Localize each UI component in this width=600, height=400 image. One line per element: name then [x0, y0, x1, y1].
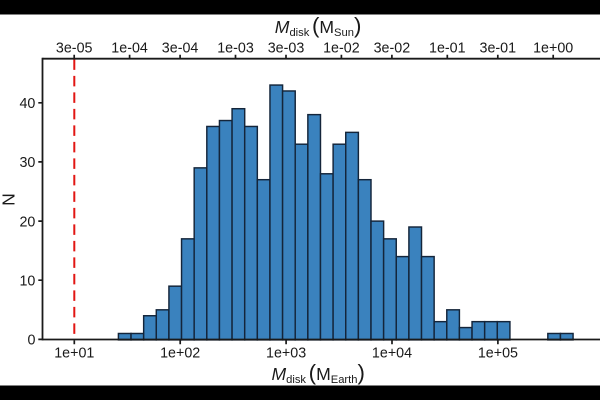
svg-text:0: 0 [27, 333, 35, 349]
svg-text:1e-03: 1e-03 [217, 40, 254, 56]
svg-text:1e+02: 1e+02 [160, 345, 200, 361]
svg-text:1e+01: 1e+01 [54, 345, 94, 361]
svg-text:Mdisk(MEarth): Mdisk (MEarth) [271, 360, 364, 386]
svg-text:3e-05: 3e-05 [56, 40, 93, 56]
svg-text:1e-04: 1e-04 [111, 40, 148, 56]
svg-text:10: 10 [19, 273, 35, 289]
svg-text:1e+04: 1e+04 [372, 345, 412, 361]
svg-text:30: 30 [19, 155, 35, 171]
svg-text:40: 40 [19, 96, 35, 112]
svg-text:20: 20 [19, 214, 35, 230]
svg-text:3e-01: 3e-01 [480, 40, 517, 56]
svg-text:1e+05: 1e+05 [478, 345, 518, 361]
svg-text:1e+03: 1e+03 [266, 345, 306, 361]
svg-text:1e-02: 1e-02 [323, 40, 360, 56]
svg-text:N: N [0, 193, 19, 206]
svg-text:1e+00: 1e+00 [533, 40, 573, 56]
svg-text:3e-02: 3e-02 [374, 40, 411, 56]
svg-text:3e-03: 3e-03 [268, 40, 305, 56]
svg-text:1e-01: 1e-01 [429, 40, 466, 56]
svg-text:3e-04: 3e-04 [162, 40, 199, 56]
svg-text:Mdisk(MSun): Mdisk (MSun) [275, 13, 362, 39]
